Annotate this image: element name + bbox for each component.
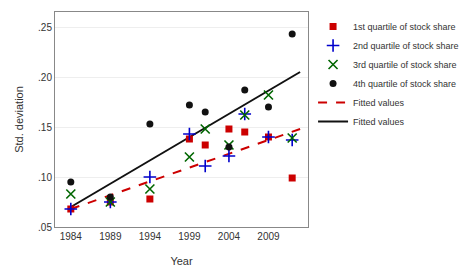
svg-text:.05: .05 — [38, 222, 52, 233]
svg-text:1st quartile of stock share: 1st quartile of stock share — [353, 22, 456, 32]
svg-text:Fitted values: Fitted values — [353, 117, 405, 127]
svg-text:1994: 1994 — [139, 231, 162, 242]
svg-text:2nd quartile of stock share: 2nd quartile of stock share — [353, 41, 459, 51]
svg-text:Year: Year — [170, 255, 193, 267]
svg-text:Std. deviation: Std. deviation — [13, 86, 25, 153]
svg-text:.20: .20 — [38, 72, 52, 83]
svg-text:1989: 1989 — [99, 231, 122, 242]
svg-text:Fitted values: Fitted values — [353, 98, 405, 108]
svg-text:.10: .10 — [38, 172, 52, 183]
svg-text:2004: 2004 — [218, 231, 241, 242]
svg-text:.15: .15 — [38, 122, 52, 133]
svg-text:4th quartile of stock share: 4th quartile of stock share — [353, 79, 456, 89]
svg-text:.25: .25 — [38, 22, 52, 33]
svg-text:2009: 2009 — [257, 231, 280, 242]
svg-text:3rd quartile of stock share: 3rd quartile of stock share — [353, 60, 457, 70]
svg-text:1999: 1999 — [178, 231, 201, 242]
svg-text:1984: 1984 — [60, 231, 83, 242]
